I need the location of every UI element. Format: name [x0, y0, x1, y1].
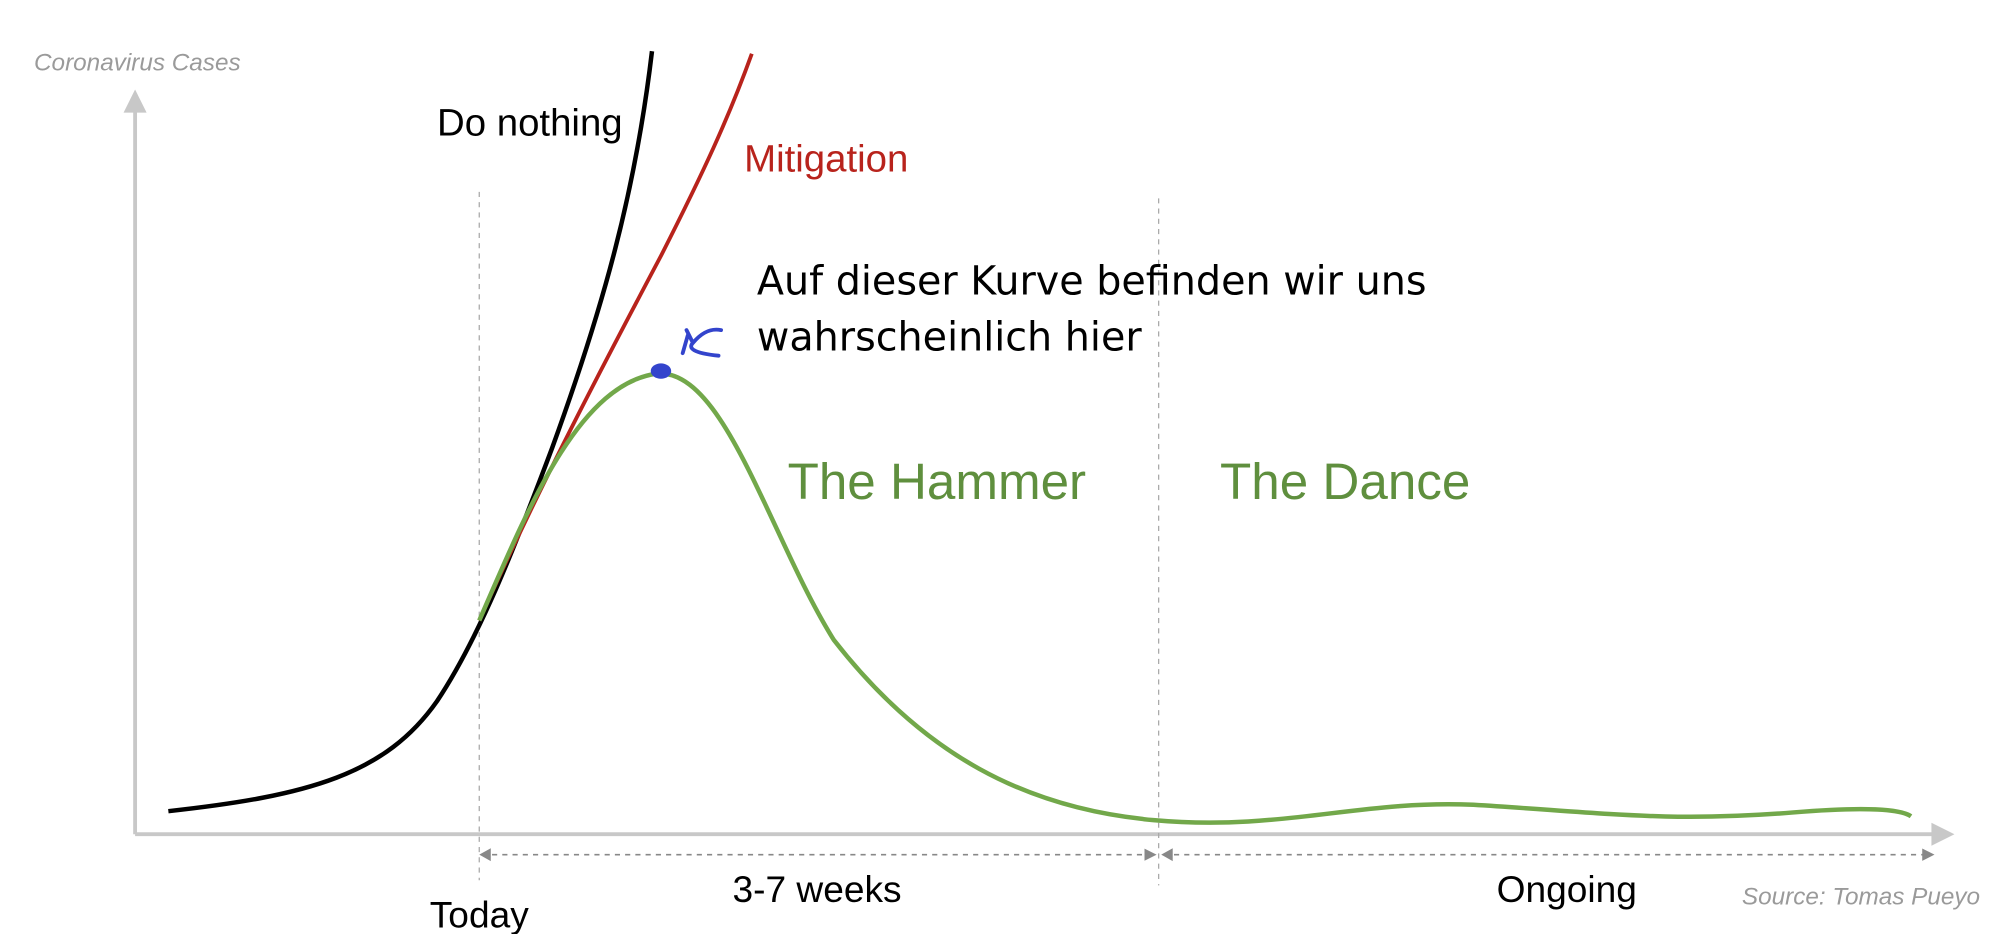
annotation-line: wahrscheinlich hier	[757, 315, 1142, 361]
marker-dot	[650, 363, 672, 379]
do-nothing-curve	[168, 50, 655, 814]
annotation-line: Auf dieser Kurve befinden wir uns	[757, 258, 1427, 304]
timeline-span: Ongoing	[1497, 868, 1637, 910]
phase-label: The Dance	[1220, 453, 1470, 510]
source: Source: Tomas Pueyo	[1742, 884, 1980, 911]
span-arrow-head	[479, 848, 491, 862]
hammer-dance-curve	[477, 371, 1913, 825]
y-axis-arrow	[123, 89, 147, 113]
phase-label: The Hammer	[788, 453, 1086, 510]
curve-label: Mitigation	[744, 137, 908, 180]
marker-arrow	[680, 327, 723, 358]
axis-label: Coronavirus Cases	[34, 49, 241, 76]
timeline-start: Today	[430, 894, 529, 934]
span-arrow-head	[1161, 848, 1173, 862]
x-axis-arrow	[1931, 822, 1955, 846]
curve-label: Do nothing	[437, 102, 623, 145]
timeline-span: 3-7 weeks	[733, 868, 902, 910]
